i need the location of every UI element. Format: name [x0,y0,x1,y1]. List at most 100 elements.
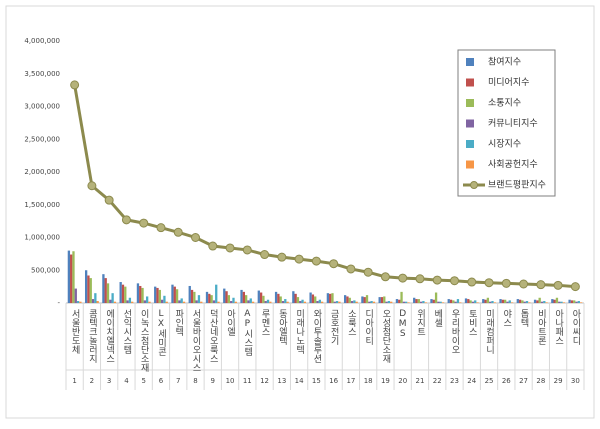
bar [249,298,252,303]
bar [91,299,95,303]
bar [76,301,80,303]
x-tick-label: 비아트론 [536,309,546,345]
bar [424,302,427,303]
x-tick-label: DMS [398,309,408,339]
bar [579,302,583,303]
bar [286,301,289,303]
line-marker [121,215,131,225]
bar [318,299,321,303]
bar [521,300,524,303]
bar [178,300,181,303]
rank-label: 21 [416,377,425,385]
bar [163,295,166,303]
line-marker [536,280,546,290]
bar [562,302,566,303]
x-tick-label: 아이엘 [225,309,235,336]
x-tick-label: 선익시스템 [121,309,131,354]
rank-label: 27 [519,377,528,385]
x-tick-label: 서울바이오시스 [191,309,201,372]
bar [190,289,194,303]
bar [415,299,418,303]
y-tick-label: 1,000,000 [24,234,60,242]
bar [266,299,270,303]
bar [343,295,347,303]
bar [154,286,157,303]
bar [370,301,373,303]
legend-marker [470,181,478,189]
rank-label: 22 [433,377,442,385]
bar [523,301,526,303]
line-marker [501,278,511,288]
bar [193,291,196,303]
y-tick-label: 4,000,000 [24,37,60,45]
legend-swatch [466,160,474,169]
bar [467,299,470,303]
legend-label: 사회공헌지수 [488,159,538,170]
bar [234,301,237,303]
bar [459,302,462,303]
bar [87,275,90,303]
bar [109,299,112,303]
bar [247,300,250,303]
bar [447,299,450,303]
x-tick-label: 아나패스 [553,309,563,345]
rank-label: 25 [485,377,494,385]
y-tick-label: 3,500,000 [24,70,60,78]
rank-label: 2 [90,377,94,385]
line-marker [242,245,252,255]
bar [301,299,304,303]
bar [545,302,548,303]
y-tick-label: 2,500,000 [24,135,60,143]
bar [489,301,492,303]
bar [385,301,388,303]
x-tick-label: 이녹스첨단소재 [139,309,149,373]
x-tick-label: 루멘스 [260,309,270,336]
bar [456,299,460,303]
bar [355,301,358,303]
legend-label: 커뮤니티지수 [488,118,538,129]
bar [320,301,324,303]
x-tick-label: 서울반도체 [70,309,80,355]
bar [188,285,191,303]
bar [223,288,226,303]
x-tick-label: 미래나노텍 [294,309,304,355]
bar [372,301,376,303]
bar [331,293,334,303]
bar [316,301,319,303]
rank-label: 23 [450,377,459,385]
rank-label: 28 [536,377,545,385]
x-tick-label: 야스 [501,309,511,327]
bar [333,301,336,303]
x-tick-label: 소룩스 [346,309,356,336]
x-tick-label: 콤텍크놀러지 [87,309,97,364]
bar [439,301,442,303]
bar [422,301,425,303]
x-tick-label: 와이투솔루션 [311,308,321,363]
x-tick-label: 아이씨디 [570,309,580,346]
bar [200,301,203,303]
rank-label: 24 [467,377,476,385]
bar [126,300,129,303]
rank-label: 17 [346,377,355,385]
line-marker [294,254,304,264]
line-marker [363,267,373,277]
bar [232,297,235,303]
bar [244,295,248,303]
line-marker [156,223,166,233]
bar [484,299,487,303]
line-marker [380,272,390,282]
legend-swatch [466,119,474,128]
bar [89,278,92,303]
bar [79,301,82,303]
bar [419,301,423,303]
x-tick-label: AP시스템 [242,309,252,356]
rank-label: 16 [329,377,338,385]
bar [454,301,457,303]
bar [361,296,364,303]
legend-label: 미디어지수 [488,77,529,88]
bar [141,287,144,303]
rank-label: 11 [243,377,252,385]
bar [94,293,97,303]
bar [503,299,507,303]
